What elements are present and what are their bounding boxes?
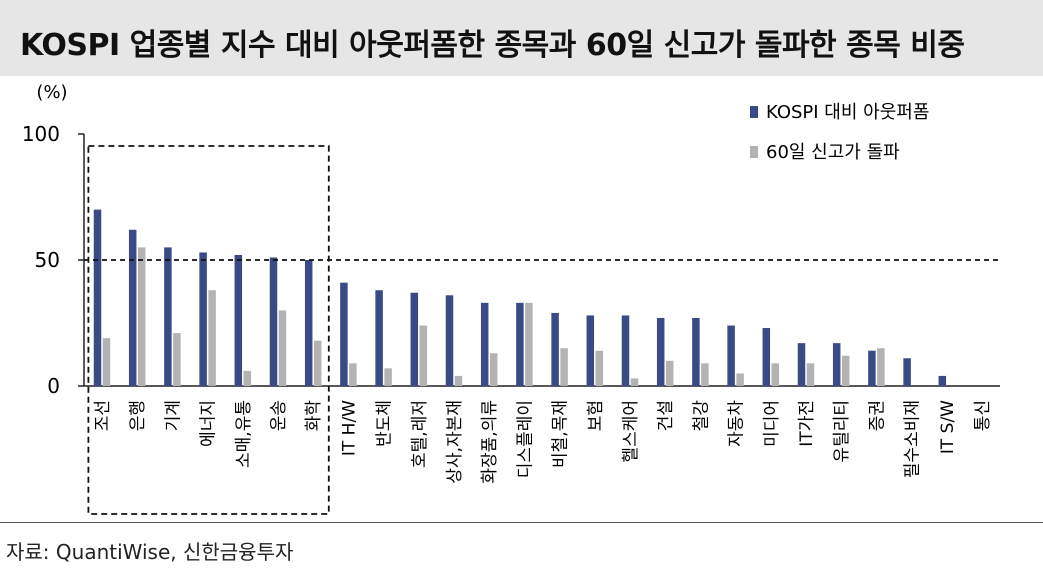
bar-new-high — [665, 360, 674, 386]
x-tick-label: 조선 — [93, 400, 113, 431]
bar-new-high — [208, 290, 216, 386]
bar-outperform — [903, 358, 911, 386]
bar-outperform — [410, 292, 419, 386]
source-note: 자료: QuantiWise, 신한금융투자 — [6, 540, 294, 564]
y-tick-label: 100 — [22, 122, 60, 146]
bar-outperform — [375, 290, 383, 386]
bar-outperform — [234, 254, 243, 386]
bar-new-high — [806, 363, 815, 386]
bar-new-high — [349, 363, 357, 386]
x-tick-label: 자동차 — [727, 400, 747, 447]
y-tick-label: 50 — [35, 248, 60, 272]
bar-new-high — [102, 338, 111, 386]
bar-outperform — [868, 350, 876, 386]
x-tick-label: 미디어 — [762, 400, 782, 447]
y-axis-unit-label: (%) — [36, 82, 67, 103]
x-tick-label: 증권 — [867, 400, 887, 431]
bar-new-high — [243, 370, 252, 386]
bar-outperform — [551, 312, 559, 386]
bar-outperform — [340, 282, 348, 386]
x-tick-label: 유틸리티 — [832, 400, 852, 463]
highlight-box — [87, 145, 330, 515]
bar-outperform — [304, 260, 313, 386]
title-bar: KOSPI 업종별 지수 대비 아웃퍼폼한 종목과 60일 신고가 돌파한 종목… — [0, 0, 1043, 76]
bar-outperform — [727, 325, 735, 386]
x-tick-label: 디스플레이 — [515, 400, 535, 478]
bar-new-high — [736, 373, 744, 386]
bar-outperform — [692, 317, 700, 386]
bar-outperform — [269, 257, 278, 386]
x-tick-label: 반도체 — [375, 400, 395, 447]
bar-new-high — [525, 302, 533, 386]
bar-new-high — [560, 348, 568, 386]
x-tick-label: 기계 — [163, 400, 183, 431]
bar-outperform — [797, 343, 806, 386]
bar-new-high — [137, 247, 146, 386]
bar-new-high — [313, 340, 322, 386]
bar-outperform — [93, 209, 102, 386]
x-tick-label: 헬스케어 — [621, 400, 641, 463]
x-tick-label: IT가전 — [797, 400, 817, 447]
bar-new-high — [701, 363, 709, 386]
bar-new-high — [771, 363, 780, 386]
bar-new-high — [454, 375, 463, 386]
x-tick-label: IT H/W — [339, 400, 359, 456]
x-tick-label: 상사,자본재 — [445, 400, 465, 484]
bar-new-high — [877, 348, 885, 386]
x-tick-label: 운송 — [269, 400, 289, 431]
bar-new-high — [630, 378, 639, 386]
x-tick-label: 에너지 — [199, 400, 219, 447]
bar-outperform — [938, 375, 947, 386]
bar-new-high — [419, 325, 428, 386]
x-tick-label: 철강 — [691, 400, 711, 432]
y-tick-label: 0 — [47, 374, 60, 398]
bar-outperform — [586, 315, 595, 386]
bar-new-high — [595, 350, 604, 386]
bar-new-high — [173, 333, 181, 386]
legend-swatch-series1 — [750, 106, 758, 118]
x-tick-label: 건설 — [656, 400, 676, 431]
bar-outperform — [762, 328, 771, 386]
bar-outperform — [621, 315, 630, 386]
x-tick-label: 화학 — [304, 400, 324, 432]
x-tick-label: 은행 — [128, 400, 148, 431]
bar-outperform — [832, 343, 841, 386]
x-tick-label: 소매,유통 — [234, 400, 254, 468]
x-tick-label: 화장품,의류 — [480, 400, 500, 484]
bar-outperform — [164, 247, 172, 386]
bar-new-high — [841, 355, 850, 386]
bar-new-high — [384, 368, 392, 386]
x-tick-label: 보험 — [586, 400, 606, 431]
bar-outperform — [516, 302, 524, 386]
x-tick-label: IT S/W — [938, 400, 958, 454]
x-tick-label: 통신 — [973, 400, 993, 431]
bar-chart: (%) 0 50 100 조선 은행 기계 에너지 소매,유통 운송 화학 IT H/W 반도체 호텔… — [22, 82, 1000, 515]
x-tick-label: 비철,목재 — [551, 400, 571, 468]
bar-new-high — [278, 310, 287, 386]
bar-outperform — [445, 295, 454, 386]
bar-outperform — [128, 229, 137, 386]
bar-outperform — [199, 252, 207, 386]
legend-swatch-series2 — [750, 146, 758, 158]
bar-outperform — [656, 317, 665, 386]
x-tick-label: 호텔,레저 — [410, 400, 430, 468]
x-tick-label: 필수소비재 — [903, 400, 923, 478]
legend-label-series2: 60일 신고가 돌파 — [766, 142, 900, 163]
bar-new-high — [489, 353, 498, 386]
legend-label-series1: KOSPI 대비 아웃퍼폼 — [766, 102, 929, 123]
chart-title: KOSPI 업종별 지수 대비 아웃퍼폼한 종목과 60일 신고가 돌파한 종목… — [20, 28, 965, 63]
source-divider — [0, 522, 1043, 523]
bar-outperform — [480, 302, 489, 386]
